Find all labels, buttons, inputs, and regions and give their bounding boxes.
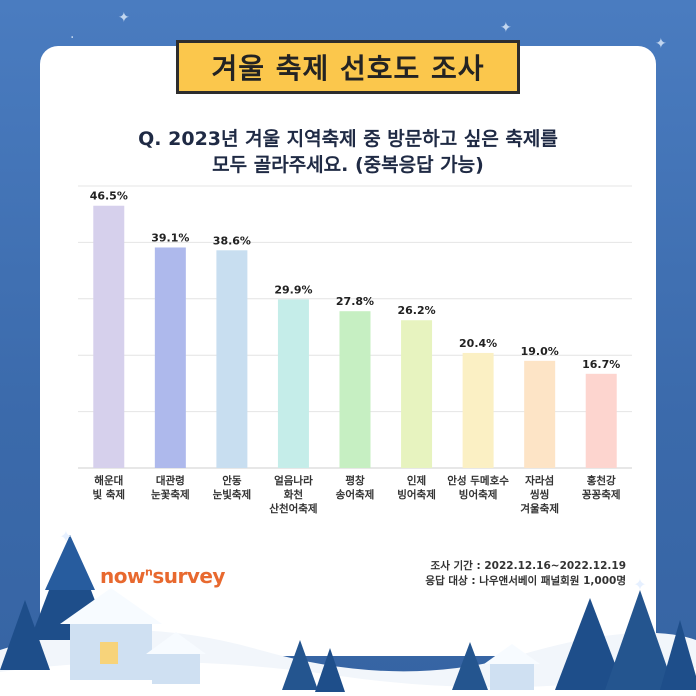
category-label: 눈빛축제	[213, 488, 252, 501]
survey-target: 응답 대상 : 나우앤서베이 패널회원 1,000명	[425, 575, 626, 587]
category-label: 꽁꽁축제	[582, 488, 621, 501]
bar	[339, 311, 371, 468]
bar	[154, 247, 186, 468]
category-label: 송어축제	[336, 488, 375, 501]
snowflake-icon: ✦	[500, 20, 512, 36]
category-label: 씽씽	[530, 488, 549, 501]
data-label: 19.0%	[521, 345, 559, 358]
category-label: 자라섬	[525, 474, 554, 487]
category-label: 산천어축제	[269, 502, 317, 515]
logo-part-2: survey	[152, 564, 225, 588]
question-line-2: 모두 골라주세요. (중복응답 가능)	[212, 154, 484, 176]
bar	[93, 205, 125, 469]
logo-part-1: now	[100, 564, 145, 588]
category-label: 홍천강	[587, 474, 616, 487]
category-label: 대관령	[156, 474, 185, 487]
category-label: 인제	[407, 474, 426, 487]
category-label: 빛 축제	[92, 488, 125, 501]
bar	[524, 360, 556, 468]
category-label: 평창	[345, 474, 365, 487]
category-label: 빙어축제	[459, 488, 498, 501]
category-label: 안동	[222, 474, 242, 487]
data-label: 39.1%	[151, 231, 189, 244]
bar	[277, 299, 309, 468]
bar	[401, 320, 433, 468]
title-badge: 겨울 축제 선호도 조사	[176, 40, 520, 94]
bar	[216, 250, 248, 468]
svg-text:✦: ✦	[633, 575, 646, 594]
category-label: 화천	[284, 488, 303, 501]
page-title: 겨울 축제 선호도 조사	[211, 52, 485, 85]
data-label: 46.5%	[90, 190, 128, 203]
category-label: 겨울축제	[520, 502, 559, 515]
survey-period: 조사 기간 : 2022.12.16~2022.12.19	[430, 560, 626, 572]
category-label: 빙어축제	[397, 488, 436, 501]
data-label: 27.8%	[336, 295, 374, 308]
snowflake-icon: ✦	[655, 36, 667, 52]
data-label: 29.9%	[274, 283, 312, 296]
data-label: 20.4%	[459, 337, 497, 350]
category-label: 해운대	[94, 474, 123, 487]
logo-sup: n	[144, 565, 153, 579]
logo: nownsurvey	[100, 564, 225, 588]
snowflake-icon: ·	[70, 30, 75, 46]
snowflake-icon: ✦	[118, 10, 130, 26]
category-label: 눈꽃축제	[151, 488, 190, 501]
data-label: 38.6%	[213, 234, 251, 247]
bar	[462, 352, 494, 468]
data-label: 26.2%	[397, 304, 435, 317]
question-line-1: Q. 2023년 겨울 지역축제 중 방문하고 싶은 축제를	[138, 128, 558, 150]
category-label: 안성 두메호수	[447, 474, 509, 487]
category-label: 얼음나라	[274, 474, 313, 487]
svg-text:✦: ✦	[59, 527, 72, 546]
data-label: 16.7%	[582, 358, 620, 371]
bar	[585, 373, 617, 468]
